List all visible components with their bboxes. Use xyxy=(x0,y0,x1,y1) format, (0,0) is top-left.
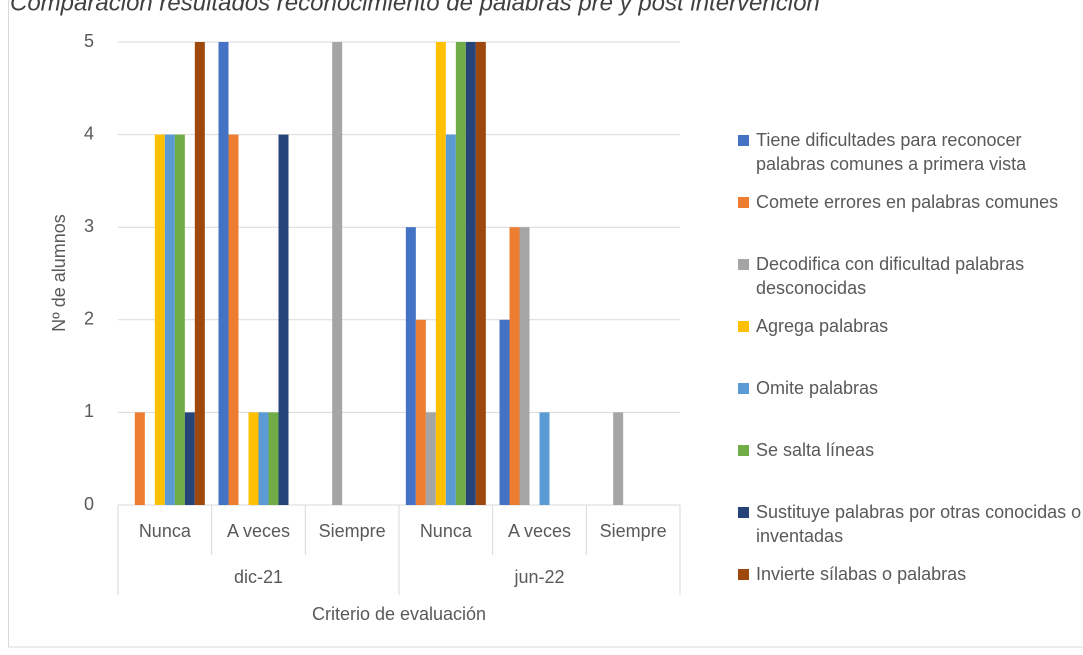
legend-item: Se salta líneas xyxy=(738,438,1083,462)
chart-title: Comparación resultados reconocimiento de… xyxy=(10,0,820,16)
bar xyxy=(539,412,550,505)
legend-swatch xyxy=(738,445,749,456)
y-tick-label: 3 xyxy=(84,216,94,236)
group-label: jun-22 xyxy=(513,567,564,587)
legend-label: Decodifica con dificultad palabras desco… xyxy=(756,254,1025,298)
bar xyxy=(268,412,279,505)
legend-swatch xyxy=(738,135,749,146)
legend-item: Agrega palabras xyxy=(738,314,1083,338)
legend-swatch xyxy=(738,569,749,580)
bar xyxy=(228,134,239,505)
x-tick-label: A veces xyxy=(508,521,571,541)
legend-label: Omite palabras xyxy=(756,378,879,398)
y-axis-title: Nº de alumnos xyxy=(49,214,69,332)
x-tick-label: Siempre xyxy=(319,521,386,541)
bar xyxy=(218,42,229,505)
bar xyxy=(248,412,259,505)
legend-label: Sustituye palabras por otras conocidas o… xyxy=(756,502,1082,546)
legend-item: Omite palabras xyxy=(738,376,1083,400)
legend-swatch xyxy=(738,321,749,332)
bar xyxy=(184,412,195,505)
bar xyxy=(425,412,436,505)
bar xyxy=(258,412,269,505)
bar xyxy=(278,134,289,505)
bar xyxy=(509,227,520,505)
x-axis-title: Criterio de evaluación xyxy=(312,604,486,624)
legend-item: Comete errores en palabras comunes xyxy=(738,190,1083,214)
legend-label: Se salta líneas xyxy=(756,440,875,460)
bar xyxy=(332,42,343,505)
bar xyxy=(445,134,456,505)
legend-label: Invierte sílabas o palabras xyxy=(756,564,967,584)
legend-swatch xyxy=(738,259,749,270)
legend-item: Sustituye palabras por otras conocidas o… xyxy=(738,500,1083,548)
x-tick-label: Nunca xyxy=(139,521,192,541)
bar xyxy=(455,42,466,505)
chart-border xyxy=(8,0,1083,648)
y-tick-label: 5 xyxy=(84,31,94,51)
bar xyxy=(174,134,185,505)
x-tick-label: Siempre xyxy=(600,521,667,541)
bar xyxy=(134,412,145,505)
bar xyxy=(405,227,416,505)
legend-item: Tiene dificultades para reconocer palabr… xyxy=(738,128,1083,176)
y-tick-label: 4 xyxy=(84,123,94,143)
bar xyxy=(465,42,476,505)
bar xyxy=(499,319,510,505)
y-tick-label: 1 xyxy=(84,401,94,421)
legend-label: Agrega palabras xyxy=(756,316,889,336)
x-tick-label: A veces xyxy=(227,521,290,541)
bar xyxy=(154,134,165,505)
bar xyxy=(475,42,486,505)
legend-swatch xyxy=(738,383,749,394)
legend-label: Tiene dificultades para reconocer palabr… xyxy=(756,130,1027,174)
bar xyxy=(415,319,426,505)
legend-swatch xyxy=(738,507,749,518)
bar xyxy=(435,42,446,505)
legend-label: Comete errores en palabras comunes xyxy=(756,192,1059,212)
x-tick-label: Nunca xyxy=(420,521,473,541)
bar xyxy=(519,227,530,505)
y-tick-label: 2 xyxy=(84,309,94,329)
legend-item: Decodifica con dificultad palabras desco… xyxy=(738,252,1083,300)
bar xyxy=(194,42,205,505)
bar xyxy=(613,412,624,505)
legend-swatch xyxy=(738,197,749,208)
legend-item: Invierte sílabas o palabras xyxy=(738,562,1083,586)
bar xyxy=(164,134,175,505)
y-tick-label: 0 xyxy=(84,494,94,514)
group-label: dic-21 xyxy=(234,567,283,587)
